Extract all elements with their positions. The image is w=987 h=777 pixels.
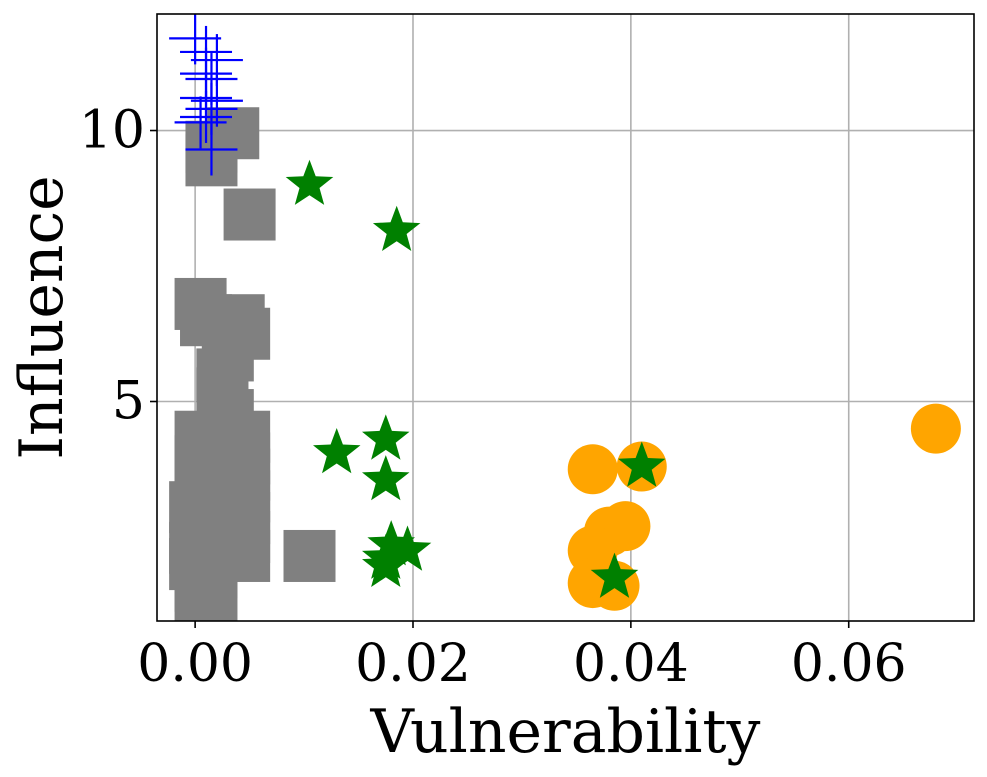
x-tick-label: 0.00 [137,634,253,694]
x-axis-title: Vulnerability [370,697,761,767]
green-star-marker [313,428,361,474]
orange-circle-marker [910,403,961,454]
green-star-marker [618,441,666,487]
plot-marks [169,14,961,621]
x-tick-label: 0.06 [791,634,907,694]
y-axis-title: Influence [7,175,77,459]
axis-ticks: 0.00 0.02 0.04 0.06 5 10 [79,101,907,694]
blue-plus-marker [185,123,238,176]
blue-plus-marker [174,96,227,149]
gray-square-marker [223,188,276,241]
grid [157,14,974,621]
y-tick-label: 5 [112,372,145,432]
green-star-marker [372,205,421,251]
orange-circles-series [567,403,961,611]
green-star-marker [285,159,334,205]
green-stars-series [285,159,666,598]
green-star-marker [362,414,410,460]
orange-circle-marker [567,444,618,495]
blue-plus-marker [180,90,233,143]
blue-plus-marker [169,14,222,65]
gray-square-marker [283,529,336,582]
gray-squares-series [169,107,336,621]
green-star-marker [362,455,410,501]
x-tick-label: 0.02 [355,634,471,694]
green-star-marker [590,552,639,598]
plot-frame [156,13,975,622]
green-star-marker [362,541,410,587]
x-tick-label: 0.04 [573,634,689,694]
blue-plus-series [169,14,243,176]
gray-square-marker [174,586,227,621]
y-tick-label: 10 [79,101,145,161]
green-star-marker [383,525,432,571]
